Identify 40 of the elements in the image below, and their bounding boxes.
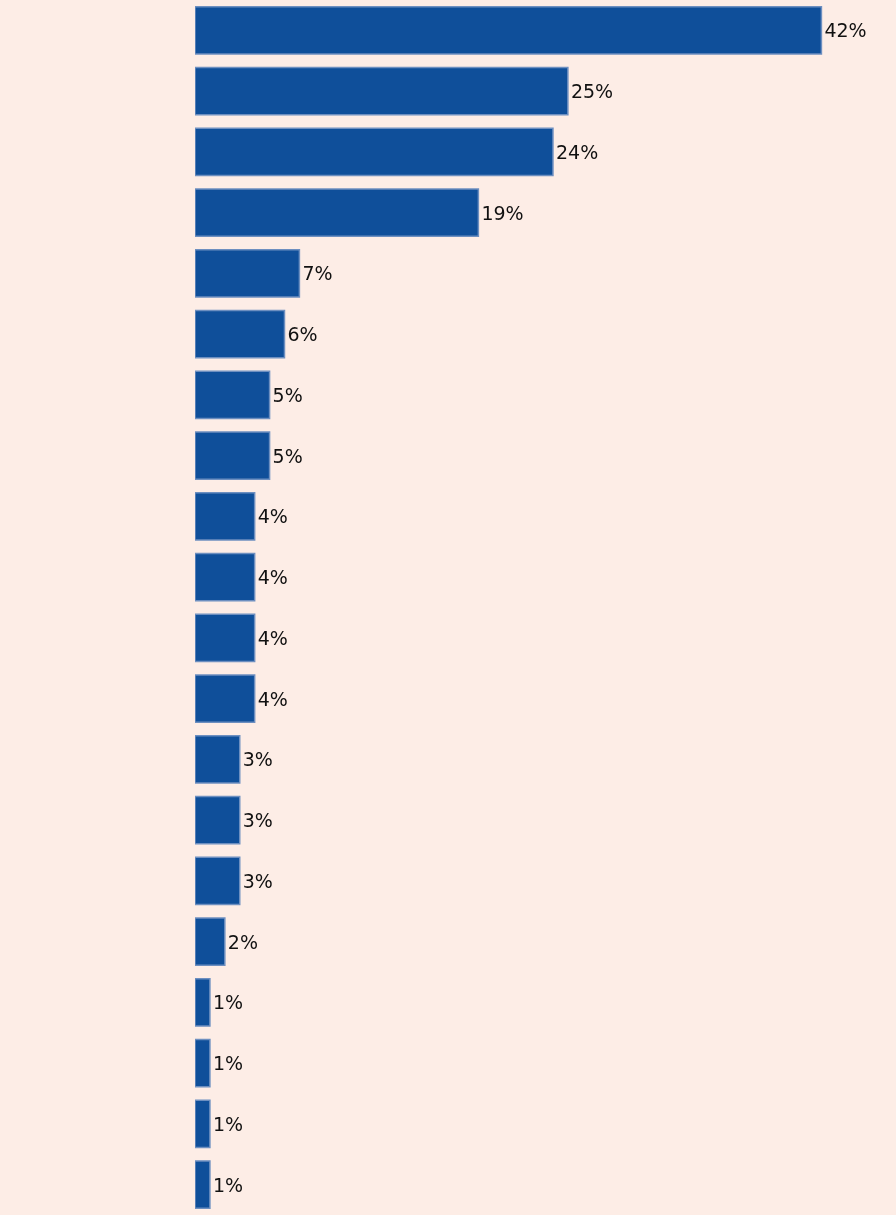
bar — [195, 127, 554, 177]
bar — [195, 613, 256, 663]
data-label: 3% — [242, 748, 273, 771]
data-label: 5% — [272, 444, 303, 467]
bar — [195, 5, 823, 55]
bar — [195, 66, 569, 116]
bar — [195, 795, 241, 845]
data-label: 6% — [287, 323, 318, 346]
bar — [195, 248, 301, 298]
bar — [195, 309, 286, 359]
data-label: 3% — [242, 869, 273, 892]
data-label: 4% — [257, 566, 288, 589]
bar — [195, 1099, 211, 1149]
data-label: 24% — [555, 140, 599, 163]
bar — [195, 917, 226, 967]
data-label: 1% — [212, 1052, 244, 1075]
bar — [195, 431, 271, 481]
bar — [195, 1038, 211, 1088]
data-label: 7% — [302, 262, 333, 285]
bar — [195, 674, 256, 724]
data-label: 4% — [257, 505, 288, 528]
bar — [195, 370, 271, 420]
bar — [195, 552, 256, 602]
data-label: 2% — [227, 930, 258, 953]
bar — [195, 734, 241, 784]
bar — [195, 188, 480, 238]
data-label: 4% — [257, 687, 288, 710]
data-label: 4% — [257, 626, 288, 649]
data-label: 25% — [570, 80, 614, 103]
bar — [195, 1160, 211, 1210]
data-label: 19% — [481, 201, 524, 224]
bar — [195, 856, 241, 906]
data-label: 42% — [824, 19, 867, 42]
data-label: 1% — [212, 1112, 244, 1135]
data-label: 5% — [272, 383, 303, 406]
data-label: 1% — [212, 991, 244, 1014]
bar — [195, 977, 211, 1027]
data-label: 1% — [212, 1173, 244, 1196]
bar — [195, 491, 256, 541]
data-label: 3% — [242, 809, 273, 832]
